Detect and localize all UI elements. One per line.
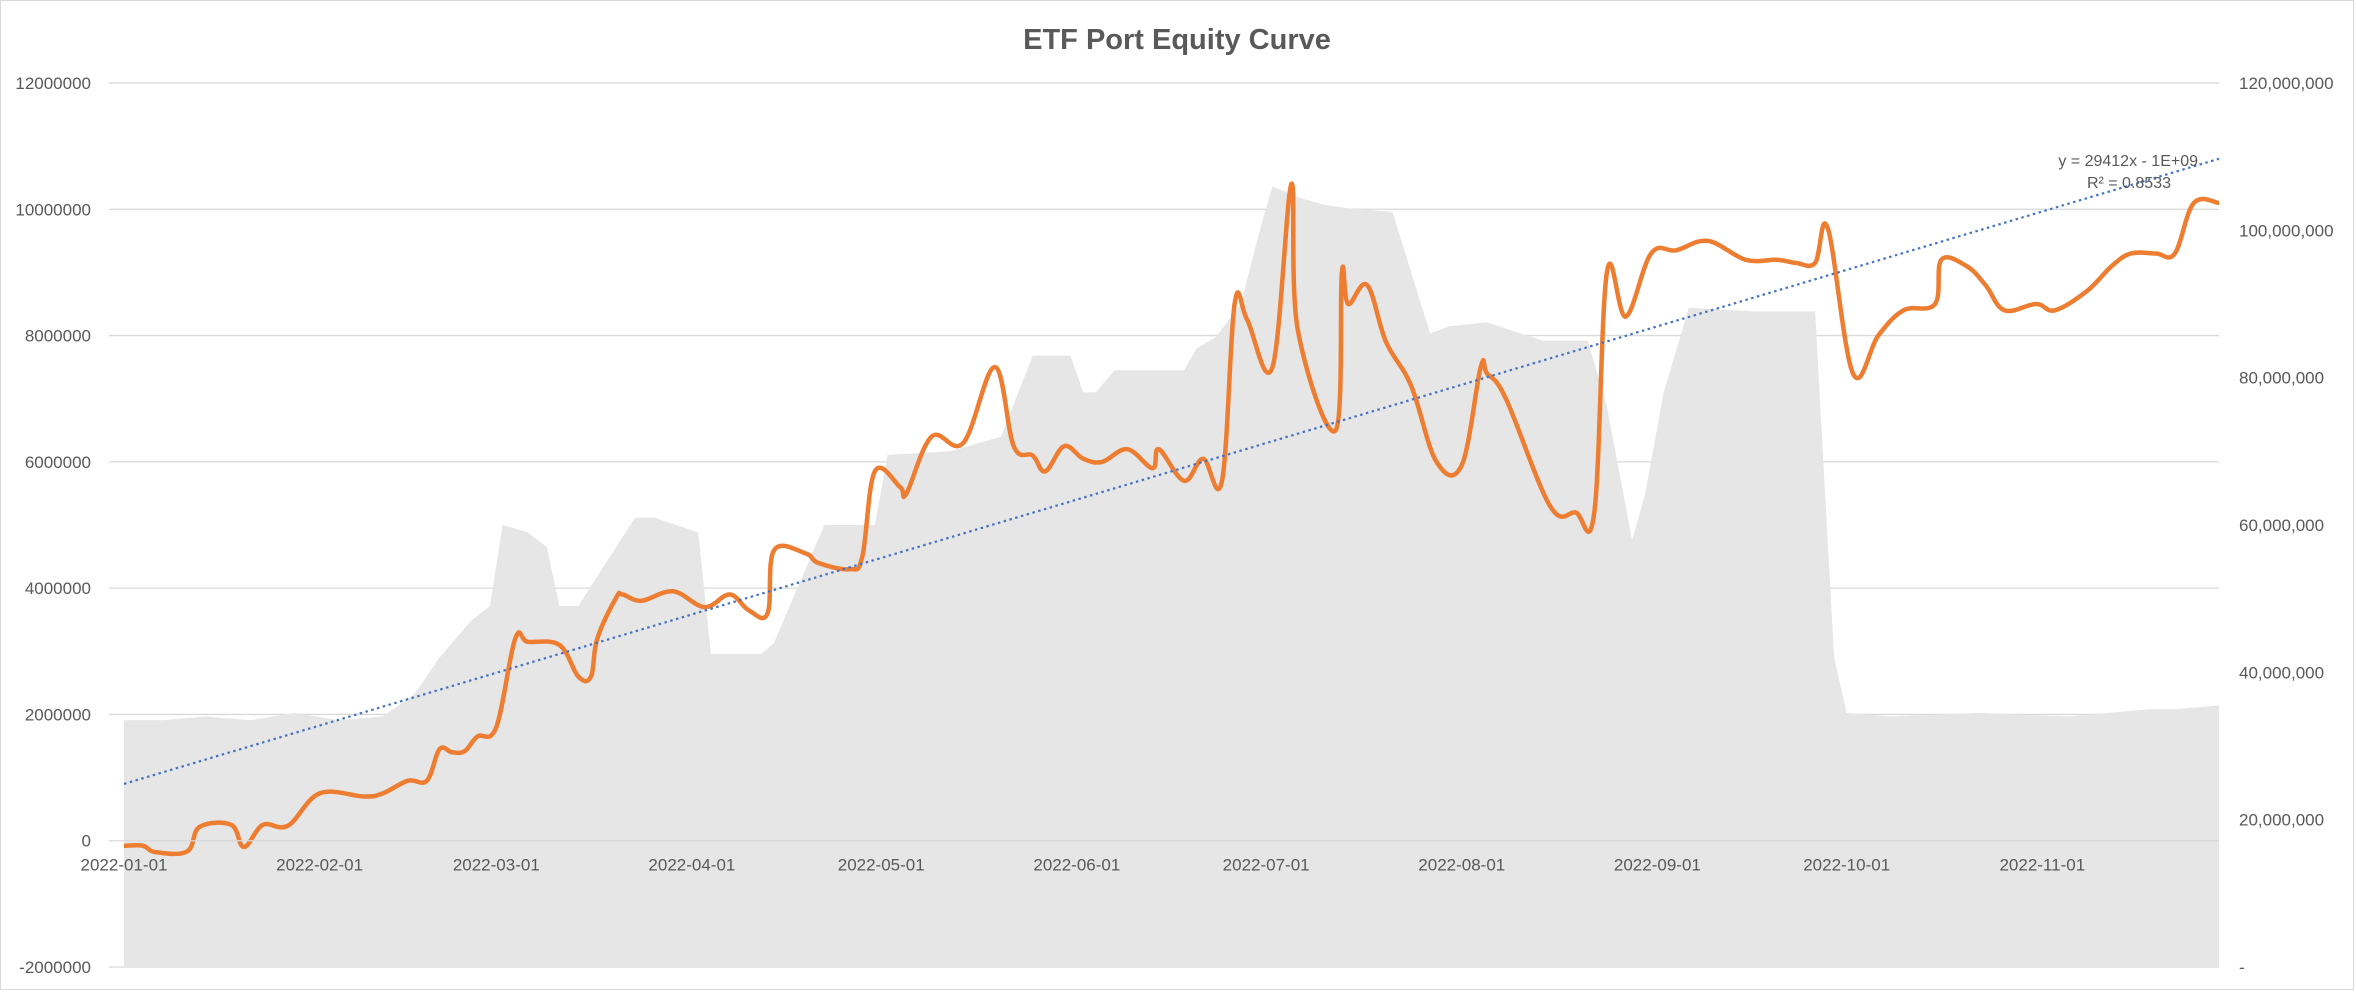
x-axis-tick-label: 2022-02-01 — [276, 856, 363, 875]
right-axis-tick-label: 120,000,000 — [2239, 74, 2334, 93]
left-axis-tick-label: 2000000 — [25, 705, 91, 724]
x-axis-tick-label: 2022-08-01 — [1418, 856, 1505, 875]
left-axis-tick-label: 0 — [82, 832, 91, 851]
left-axis-tick-label: 8000000 — [25, 327, 91, 346]
left-axis-tick-label: -2000000 — [19, 958, 91, 977]
area-series — [124, 186, 2219, 968]
equity-line-series — [123, 181, 2220, 857]
left-axis-tick-label: 4000000 — [25, 579, 91, 598]
x-axis-tick-label: 2022-10-01 — [1803, 856, 1890, 875]
right-axis-tick-label: 80,000,000 — [2239, 369, 2324, 388]
chart-title: ETF Port Equity Curve — [1023, 24, 1331, 56]
x-axis-tick-label: 2022-03-01 — [453, 856, 540, 875]
right-axis-tick-label: 100,000,000 — [2239, 221, 2334, 240]
trendline — [123, 157, 2220, 785]
left-axis-tick-label: 12000000 — [15, 74, 91, 93]
trendline-r-squared: R² = 0.8533 — [2087, 175, 2171, 192]
right-axis-tick-label: 60,000,000 — [2239, 516, 2324, 535]
x-axis-tick-label: 2022-09-01 — [1614, 856, 1701, 875]
x-axis-tick-label: 2022-06-01 — [1033, 856, 1120, 875]
x-axis-tick-label: 2022-05-01 — [838, 856, 925, 875]
x-axis-tick-label: 2022-01-01 — [81, 856, 168, 875]
x-axis-tick-label: 2022-07-01 — [1223, 856, 1310, 875]
left-axis-tick-label: 6000000 — [25, 453, 91, 472]
x-axis-tick-label: 2022-11-01 — [1999, 856, 2085, 875]
right-axis-tick-label: - — [2239, 958, 2245, 977]
left-axis-tick-label: 10000000 — [15, 200, 91, 219]
right-axis-tick-label: 40,000,000 — [2239, 663, 2324, 682]
x-axis-tick-label: 2022-04-01 — [648, 856, 735, 875]
trendline-equation: y = 29412x - 1E+09 — [2058, 153, 2198, 170]
right-axis-tick-label: 20,000,000 — [2239, 811, 2324, 830]
axis-labels: -2000000 0 2000000 4000000 6000000 8000000 100… — [15, 74, 2333, 977]
